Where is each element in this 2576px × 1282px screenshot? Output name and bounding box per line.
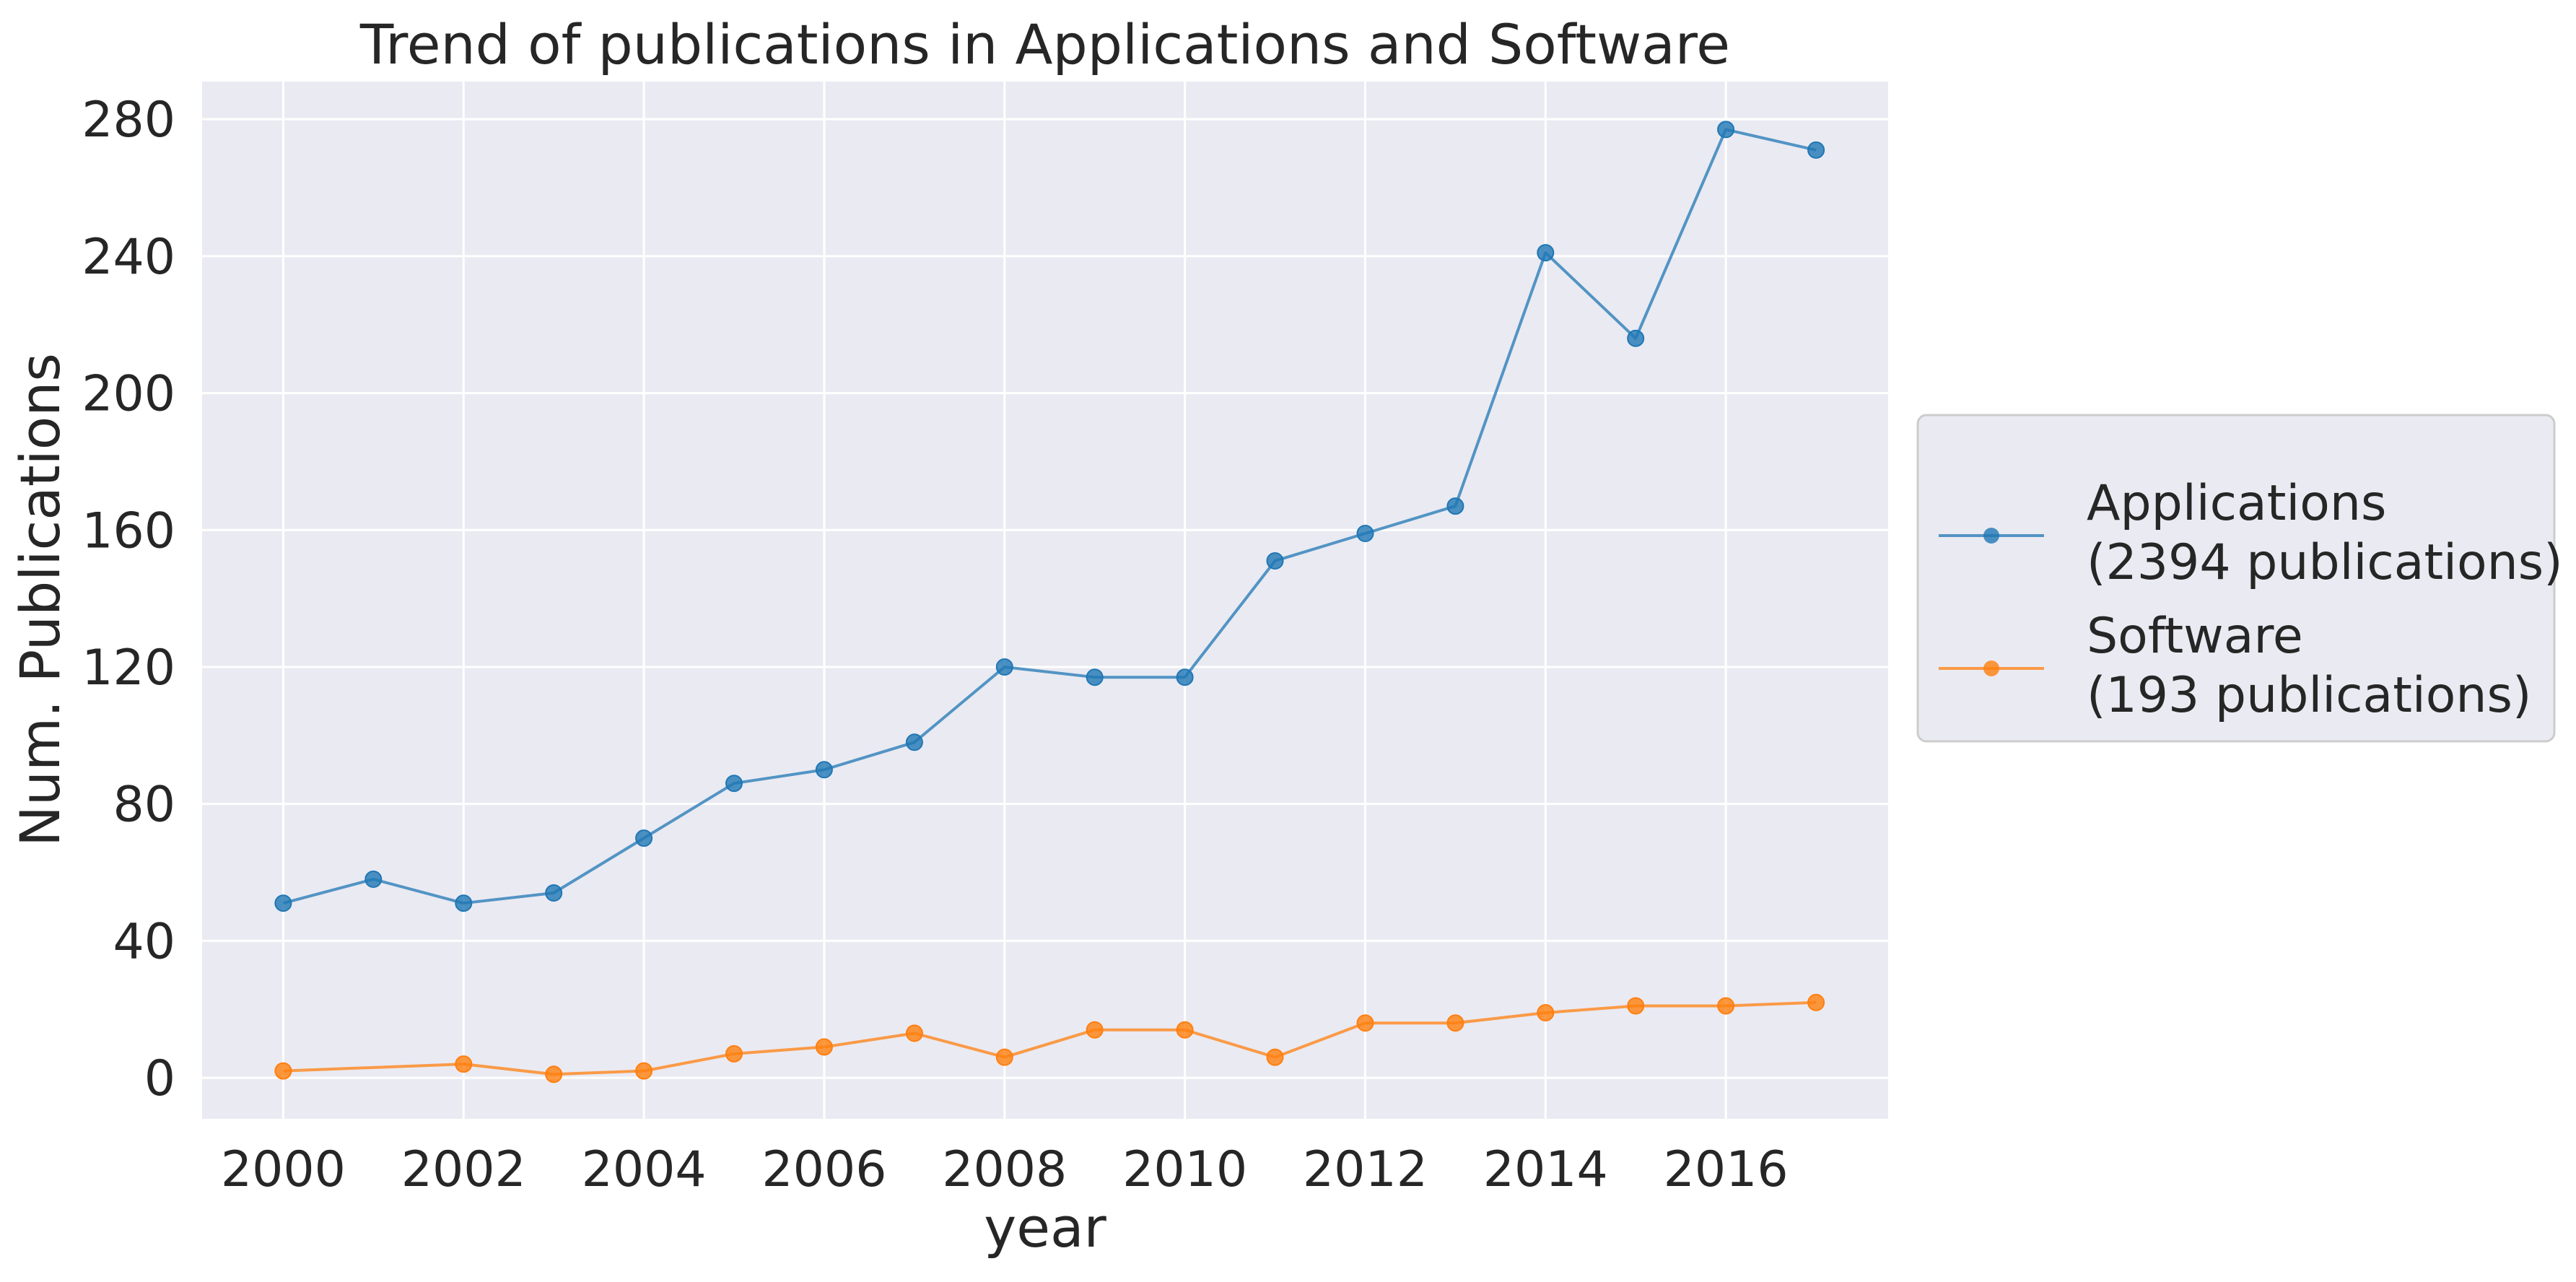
data-point bbox=[635, 1062, 653, 1080]
x-tick-label: 2002 bbox=[401, 1141, 526, 1198]
x-axis-label: year bbox=[984, 1195, 1106, 1260]
x-tick-labels: 2000 2002 2004 2006 2008 2010 2012 2014 2016 bbox=[221, 1141, 1789, 1198]
data-point bbox=[1537, 1004, 1555, 1021]
series-applications bbox=[274, 121, 1825, 912]
x-tick-label: 2016 bbox=[1664, 1141, 1789, 1198]
data-point bbox=[815, 1038, 833, 1056]
x-gridlines bbox=[281, 82, 1727, 1119]
x-tick-label: 2006 bbox=[761, 1141, 886, 1198]
data-point bbox=[455, 894, 473, 912]
data-point bbox=[455, 1055, 473, 1073]
legend: Applications (2394 publications) Software(… bbox=[1916, 414, 2563, 743]
data-point bbox=[725, 775, 743, 793]
y-tick-label: 240 bbox=[82, 229, 175, 286]
plot-area bbox=[202, 82, 1888, 1119]
y-tick-labels: 0 40 80 120 160 200 240 280 bbox=[82, 92, 175, 1107]
series-software bbox=[274, 993, 1825, 1083]
data-point bbox=[635, 829, 653, 847]
chart-title: Trend of publications in Applications an… bbox=[359, 12, 1730, 77]
x-tick-label: 2000 bbox=[221, 1141, 346, 1198]
y-tick-label: 40 bbox=[113, 913, 175, 970]
x-tick-label: 2012 bbox=[1303, 1141, 1428, 1198]
data-point bbox=[905, 1024, 923, 1042]
legend-box bbox=[1916, 414, 2556, 743]
data-point bbox=[1176, 1021, 1194, 1039]
x-tick-label: 2014 bbox=[1483, 1141, 1608, 1198]
legend-label: Applications (2394 publications) bbox=[2087, 475, 2563, 591]
data-point bbox=[1086, 1021, 1104, 1039]
x-tick-label: 2010 bbox=[1122, 1141, 1247, 1198]
data-point bbox=[1176, 668, 1194, 686]
series-line bbox=[282, 128, 1817, 905]
data-point bbox=[545, 884, 563, 902]
data-point bbox=[364, 871, 383, 888]
data-point bbox=[1266, 1048, 1284, 1066]
x-tick-label: 2008 bbox=[942, 1141, 1067, 1198]
y-tick-label: 80 bbox=[113, 777, 175, 834]
y-tick-label: 200 bbox=[82, 366, 175, 423]
y-axis-label: Num. Publications bbox=[8, 353, 72, 847]
y-tick-label: 120 bbox=[82, 640, 175, 697]
data-point bbox=[1537, 244, 1555, 262]
data-point bbox=[1356, 525, 1374, 542]
series-layer bbox=[274, 121, 1825, 1083]
data-point bbox=[815, 761, 833, 779]
data-point bbox=[1807, 141, 1825, 159]
data-point bbox=[725, 1045, 743, 1063]
data-point bbox=[274, 1062, 292, 1080]
data-point bbox=[995, 658, 1013, 676]
data-point bbox=[1446, 497, 1464, 515]
data-point bbox=[1717, 121, 1735, 139]
data-point bbox=[1356, 1014, 1374, 1032]
data-point bbox=[1717, 997, 1735, 1015]
data-point bbox=[274, 894, 292, 912]
legend-marker bbox=[1983, 660, 1999, 676]
x-tick-label: 2004 bbox=[582, 1141, 707, 1198]
legend-marker bbox=[1983, 528, 1999, 544]
data-point bbox=[1627, 329, 1645, 347]
data-point bbox=[1086, 668, 1104, 686]
data-point bbox=[1807, 993, 1825, 1011]
y-tick-label: 0 bbox=[144, 1050, 175, 1107]
data-point bbox=[545, 1065, 563, 1083]
y-tick-label: 280 bbox=[82, 92, 175, 149]
data-point bbox=[995, 1048, 1013, 1066]
data-point bbox=[1627, 997, 1645, 1015]
data-point bbox=[1446, 1014, 1464, 1032]
y-tick-label: 160 bbox=[82, 502, 175, 559]
data-point bbox=[905, 733, 923, 751]
y-gridlines bbox=[202, 118, 1888, 1079]
data-point bbox=[1266, 552, 1284, 570]
legend-label: Software (193 publications) bbox=[2087, 608, 2531, 724]
